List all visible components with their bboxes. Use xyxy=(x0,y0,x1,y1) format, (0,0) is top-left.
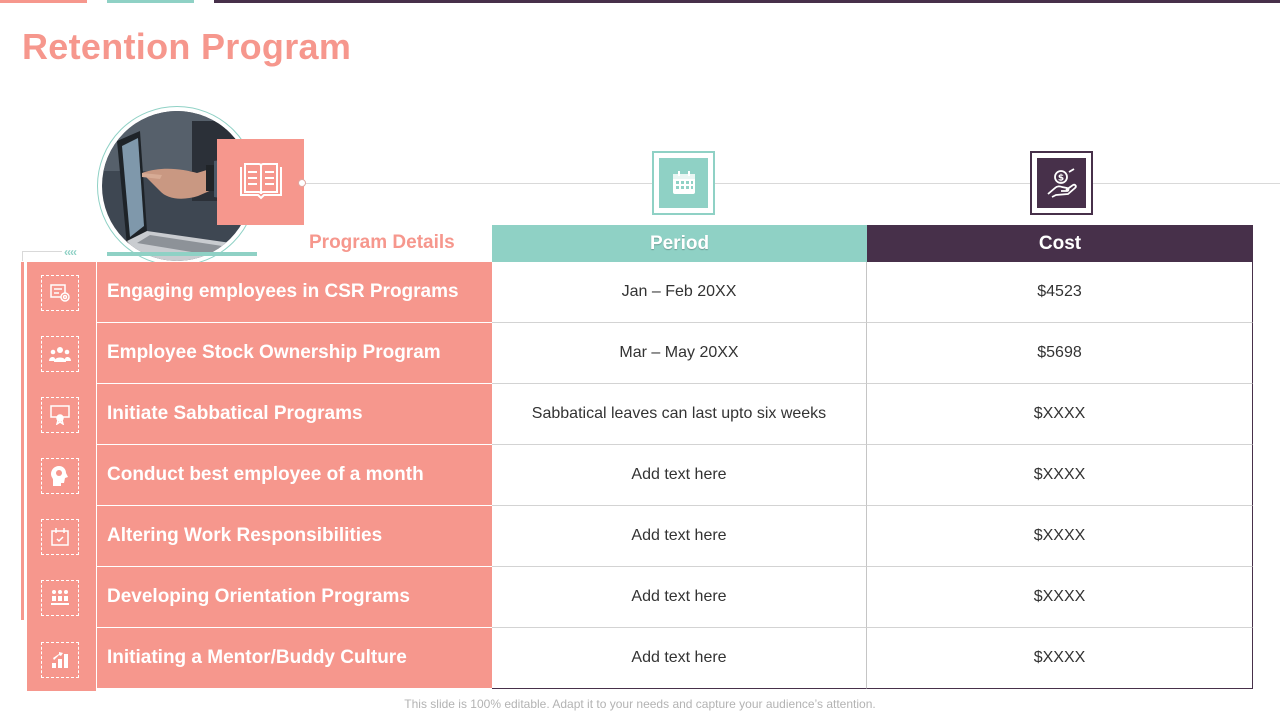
program-cost: $XXXX xyxy=(867,445,1253,506)
period-icon-frame xyxy=(652,151,715,215)
table-row: Initiate Sabbatical Programs Sabbatical … xyxy=(97,384,1253,445)
calendar-check-icon xyxy=(41,519,79,555)
left-accent-bar xyxy=(21,262,24,620)
program-name: Developing Orientation Programs xyxy=(97,567,492,628)
program-period: Jan – Feb 20XX xyxy=(492,262,867,323)
program-cost: $5698 xyxy=(867,323,1253,384)
money-hand-icon: $ xyxy=(1037,158,1086,208)
top-accent-bar-salmon xyxy=(0,0,87,3)
program-name: Conduct best employee of a month xyxy=(97,445,492,506)
top-accent-bar-teal xyxy=(107,0,194,3)
program-details-header: Program Details xyxy=(309,232,455,253)
top-accent-bar-plum xyxy=(214,0,1280,3)
program-cost: $XXXX xyxy=(867,567,1253,628)
svg-text:$: $ xyxy=(1057,174,1063,184)
table-row: Engaging employees in CSR Programs Jan –… xyxy=(97,262,1253,323)
program-name: Initiating a Mentor/Buddy Culture xyxy=(97,628,492,689)
table-row: Altering Work Responsibilities Add text … xyxy=(97,506,1253,567)
connector-dot xyxy=(298,179,306,187)
program-period: Add text here xyxy=(492,506,867,567)
table-row: Employee Stock Ownership Program Mar – M… xyxy=(97,323,1253,384)
cost-icon-frame: $ xyxy=(1030,151,1093,215)
decor-line-vertical xyxy=(22,251,23,261)
decor-line xyxy=(22,251,62,252)
program-cost: $XXXX xyxy=(867,506,1253,567)
program-period: Add text here xyxy=(492,567,867,628)
period-column-header: Period xyxy=(492,225,867,262)
program-cost: $XXXX xyxy=(867,628,1253,689)
book-icon xyxy=(217,139,304,225)
program-name: Altering Work Responsibilities xyxy=(97,506,492,567)
program-period: Sabbatical leaves can last upto six week… xyxy=(492,384,867,445)
table-row: Developing Orientation Programs Add text… xyxy=(97,567,1253,628)
program-cost: $XXXX xyxy=(867,384,1253,445)
team-icon xyxy=(41,336,79,372)
program-name: Initiate Sabbatical Programs xyxy=(97,384,492,445)
head-idea-icon xyxy=(41,458,79,494)
growth-icon xyxy=(41,642,79,678)
table-row: Initiating a Mentor/Buddy Culture Add te… xyxy=(97,628,1253,689)
program-name: Engaging employees in CSR Programs xyxy=(97,262,492,323)
program-cost: $4523 xyxy=(867,262,1253,323)
program-table: Engaging employees in CSR Programs Jan –… xyxy=(97,262,1253,689)
orientation-icon xyxy=(41,580,79,616)
chevron-left-icon: ‹‹‹‹ xyxy=(64,245,77,259)
cost-column-header: Cost xyxy=(867,225,1253,262)
connector-line xyxy=(300,183,1280,184)
table-row: Conduct best employee of a month Add tex… xyxy=(97,445,1253,506)
program-period: Add text here xyxy=(492,628,867,689)
calendar-icon xyxy=(659,158,708,208)
program-period: Mar – May 20XX xyxy=(492,323,867,384)
program-period: Add text here xyxy=(492,445,867,506)
footer-note: This slide is 100% editable. Adapt it to… xyxy=(404,697,876,711)
certificate-icon xyxy=(41,397,79,433)
slide-title: Retention Program xyxy=(22,26,352,67)
presentation-icon xyxy=(41,275,79,311)
photo-underline xyxy=(107,252,257,256)
program-name: Employee Stock Ownership Program xyxy=(97,323,492,384)
